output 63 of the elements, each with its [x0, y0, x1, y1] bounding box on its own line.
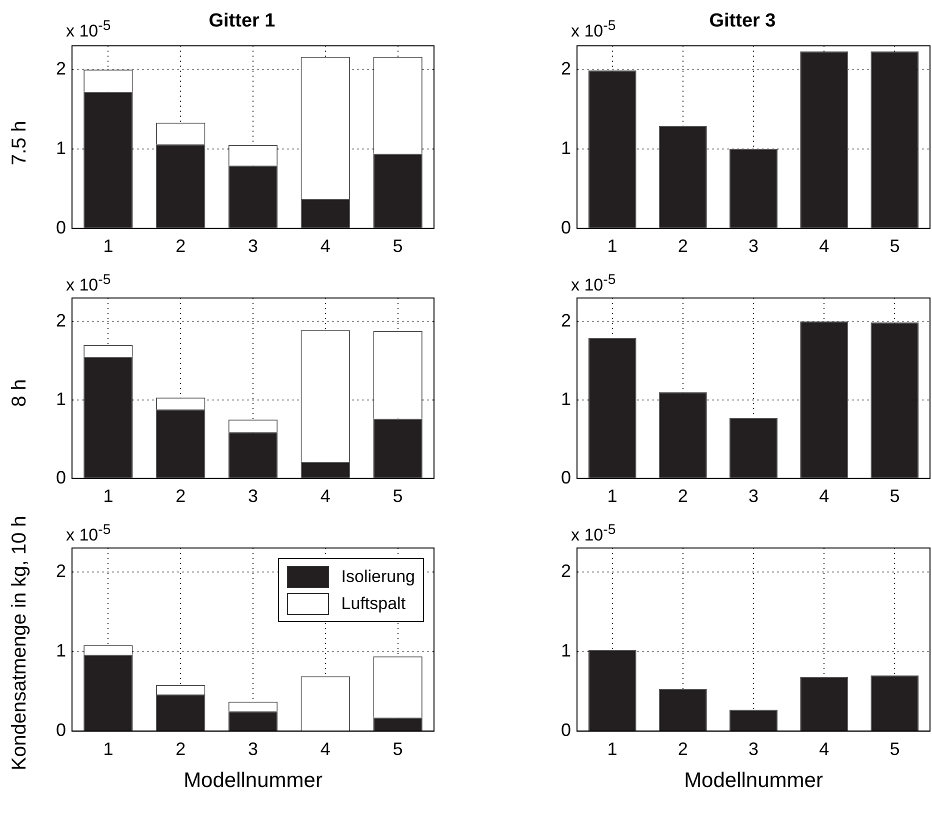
- x-tick-label: 3: [748, 236, 759, 256]
- x-tick-label: 5: [392, 738, 403, 759]
- y-tick-label: 2: [56, 58, 66, 79]
- y-tick-label: 0: [56, 467, 66, 488]
- y-tick-label: 0: [560, 467, 572, 488]
- chart-title: Gitter 3: [709, 10, 776, 32]
- x-tick-label: 3: [748, 486, 759, 506]
- y-tick-label: 0: [560, 720, 572, 740]
- x-tick-label: 5: [392, 486, 403, 506]
- x-tick-label: 1: [607, 738, 618, 759]
- text: Luftspalt: [341, 594, 406, 614]
- y-tick-label: 1: [560, 138, 572, 158]
- x-tick-label: 4: [819, 236, 830, 256]
- x-axis-title: Modellnummer: [684, 769, 823, 792]
- x-tick-label: 2: [678, 236, 688, 256]
- x-tick-label: 1: [103, 236, 114, 256]
- y-tick-label: 0: [56, 720, 66, 740]
- y-tick-label: 1: [560, 640, 572, 661]
- text: x 10$^{-5}$: [571, 521, 616, 546]
- x-tick-label: 5: [890, 486, 900, 506]
- x-tick-label: 4: [819, 738, 830, 759]
- y-tick-label: 2: [560, 58, 572, 79]
- x-tick-label: 4: [320, 738, 330, 759]
- legend-label: Isolierung: [341, 566, 415, 586]
- x-tick-label: 1: [607, 236, 618, 256]
- x-tick-label: 1: [103, 738, 114, 759]
- x-tick-label: 4: [819, 486, 830, 506]
- x-tick-label: 3: [248, 738, 258, 759]
- x-tick-label: 1: [607, 486, 618, 506]
- y-tick-label: 2: [560, 310, 572, 330]
- x-axis-title: Modellnummer: [184, 769, 322, 792]
- x-tick-label: 2: [176, 486, 186, 506]
- text: x 10$^{-5}$: [66, 271, 111, 296]
- y-tick-label: 1: [56, 640, 66, 661]
- y-tick-label: 1: [560, 388, 572, 409]
- text: x 10$^{-5}$: [66, 17, 111, 42]
- x-tick-label: 5: [890, 236, 900, 256]
- y-axis-title: 7.5 h: [8, 120, 32, 166]
- y-tick-label: 1: [56, 388, 66, 409]
- x-tick-label: 3: [748, 738, 759, 759]
- x-tick-label: 2: [678, 738, 688, 759]
- y-axis-title: Kondensatmenge in kg, 10 h: [8, 516, 32, 770]
- y-tick-label: 0: [560, 217, 572, 238]
- text: x 10$^{-5}$: [571, 17, 616, 42]
- x-tick-label: 2: [176, 738, 186, 759]
- x-tick-label: 5: [890, 738, 900, 759]
- x-tick-label: 3: [248, 486, 258, 506]
- x-tick-label: 3: [248, 236, 258, 256]
- y-tick-label: 2: [56, 310, 66, 330]
- y-tick-label: 2: [560, 560, 572, 581]
- y-tick-label: 0: [56, 217, 66, 238]
- x-tick-label: 2: [176, 236, 186, 256]
- x-tick-label: 1: [103, 486, 114, 506]
- x-tick-label: 5: [392, 236, 403, 256]
- text: x 10$^{-5}$: [66, 521, 111, 546]
- text: x 10$^{-5}$: [571, 271, 616, 296]
- x-tick-label: 4: [320, 236, 330, 256]
- y-axis-title: 8 h: [8, 379, 32, 407]
- chart-title: Gitter 1: [208, 10, 276, 32]
- y-tick-label: 2: [56, 560, 66, 581]
- x-tick-label: 2: [678, 486, 688, 506]
- y-tick-label: 1: [56, 138, 66, 158]
- x-tick-label: 4: [320, 486, 330, 506]
